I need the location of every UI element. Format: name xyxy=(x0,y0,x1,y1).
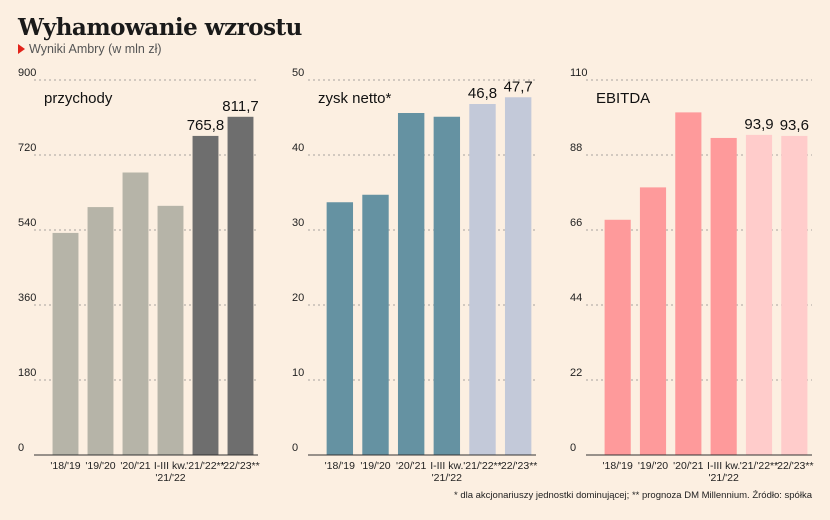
x-tick-label: '21/'22 xyxy=(432,472,462,484)
y-tick-label: 40 xyxy=(292,142,304,154)
x-tick-label: I-III kw. xyxy=(707,460,740,472)
data-label: 93,6 xyxy=(780,117,809,134)
data-label: 93,9 xyxy=(744,116,773,133)
bar xyxy=(362,194,389,455)
bar xyxy=(710,137,737,456)
panel-title: zysk netto* xyxy=(318,90,392,107)
bar xyxy=(781,135,808,455)
x-tick-label: '18/'19 xyxy=(325,460,355,472)
bar xyxy=(397,113,425,455)
x-tick-label: '22/'23** xyxy=(499,460,537,472)
subtitle-text: Wyniki Ambry (w mln zł) xyxy=(29,42,162,56)
x-tick-label: '21/'22** xyxy=(740,460,778,472)
bar xyxy=(227,116,254,456)
data-label: 765,8 xyxy=(187,117,225,134)
footnote: * dla akcjonariuszy jednostki dominujące… xyxy=(453,490,812,501)
bar xyxy=(504,97,532,455)
x-tick-label: '21/'22** xyxy=(463,460,501,472)
y-tick-label: 66 xyxy=(570,217,582,229)
y-tick-label: 180 xyxy=(18,367,36,379)
x-tick-label: '20/'21 xyxy=(120,460,150,472)
y-tick-label: 360 xyxy=(18,292,36,304)
bar xyxy=(87,207,114,455)
x-tick-label: '18/'19 xyxy=(603,460,633,472)
bar xyxy=(192,135,219,455)
x-tick-label: I-III kw. xyxy=(154,460,187,472)
data-label: 811,7 xyxy=(222,98,258,115)
y-tick-label: 88 xyxy=(570,142,582,154)
bar xyxy=(639,187,667,456)
panel-title: EBITDA xyxy=(596,90,650,107)
bar xyxy=(326,202,354,455)
y-tick-label: 10 xyxy=(292,367,304,379)
y-tick-label: 720 xyxy=(18,142,36,154)
bar xyxy=(675,112,702,456)
data-label: 47,7 xyxy=(504,78,533,95)
y-tick-label: 900 xyxy=(18,67,36,79)
x-tick-label: '21/'22** xyxy=(186,460,224,472)
bar xyxy=(433,116,461,455)
y-tick-label: 0 xyxy=(18,442,24,454)
y-tick-label: 44 xyxy=(570,292,582,304)
x-tick-label: '21/'22 xyxy=(155,472,185,484)
y-tick-label: 20 xyxy=(292,292,304,304)
x-tick-label: '19/'20 xyxy=(360,460,390,472)
bar xyxy=(157,205,184,455)
x-tick-label: '21/'22 xyxy=(709,472,739,484)
data-label: 46,8 xyxy=(468,85,497,102)
x-tick-label: '22/'23** xyxy=(775,460,813,472)
chart-subtitle: Wyniki Ambry (w mln zł) xyxy=(18,42,162,56)
y-tick-label: 540 xyxy=(18,217,36,229)
y-tick-label: 0 xyxy=(570,442,576,454)
x-tick-label: '19/'20 xyxy=(85,460,115,472)
chart-title: Wyhamowanie wzrostu xyxy=(18,14,302,41)
y-tick-label: 50 xyxy=(292,67,304,79)
y-tick-label: 30 xyxy=(292,217,304,229)
x-tick-label: '19/'20 xyxy=(638,460,668,472)
x-tick-label: '22/'23** xyxy=(221,460,259,472)
bar xyxy=(604,219,631,455)
x-tick-label: '20/'21 xyxy=(396,460,426,472)
bar xyxy=(745,134,773,456)
panel-title: przychody xyxy=(44,90,113,107)
y-tick-label: 0 xyxy=(292,442,298,454)
bar xyxy=(122,172,149,455)
x-tick-label: '20/'21 xyxy=(673,460,703,472)
x-tick-label: '18/'19 xyxy=(50,460,80,472)
bar xyxy=(52,232,79,455)
red-triangle-icon xyxy=(18,44,25,54)
x-tick-label: I-III kw. xyxy=(430,460,463,472)
bar xyxy=(469,104,496,455)
y-tick-label: 22 xyxy=(570,367,582,379)
y-tick-label: 110 xyxy=(570,67,588,79)
